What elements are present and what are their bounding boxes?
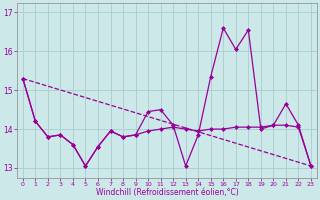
X-axis label: Windchill (Refroidissement éolien,°C): Windchill (Refroidissement éolien,°C)	[96, 188, 238, 197]
